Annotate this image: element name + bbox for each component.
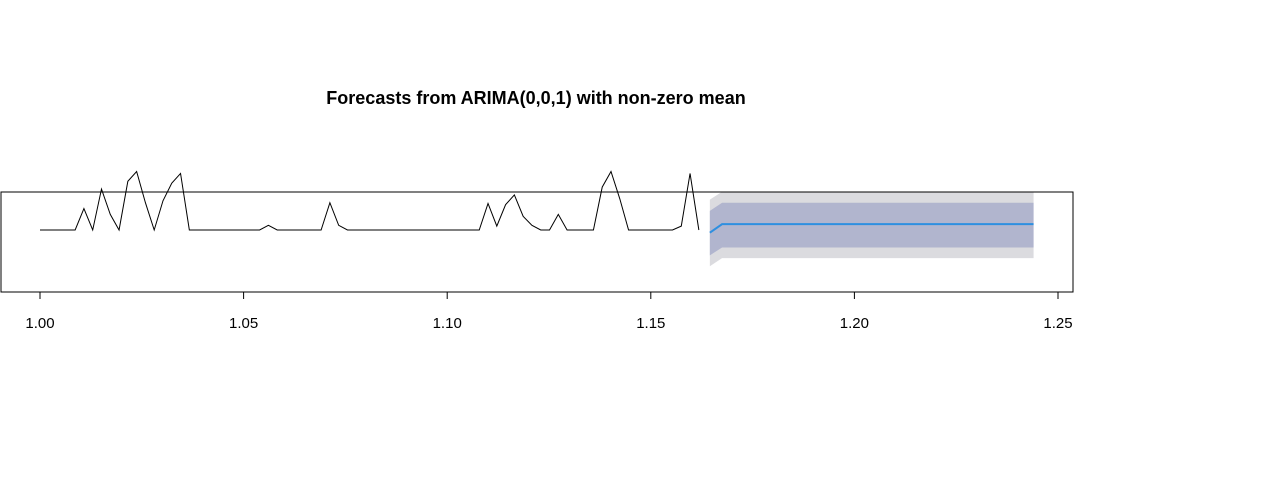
chart-title: Forecasts from ARIMA(0,0,1) with non-zer… [326,88,745,108]
x-tick-label: 1.00 [25,315,54,332]
observed-series-line [40,170,700,232]
band-80 [709,202,1034,256]
forecast-bands [709,191,1034,267]
x-axis: 1.00 1.05 1.10 1.15 1.20 1.25 [25,292,1073,332]
x-tick-label: 1.25 [1043,315,1072,332]
x-tick-label: 1.15 [636,315,665,332]
x-tick-label: 1.05 [229,315,258,332]
series-lines [40,170,1034,234]
forecast-mean-line [709,223,1034,234]
x-tick-label: 1.20 [840,315,869,332]
x-tick-label: 1.10 [433,315,462,332]
plot-frame [0,191,1074,293]
